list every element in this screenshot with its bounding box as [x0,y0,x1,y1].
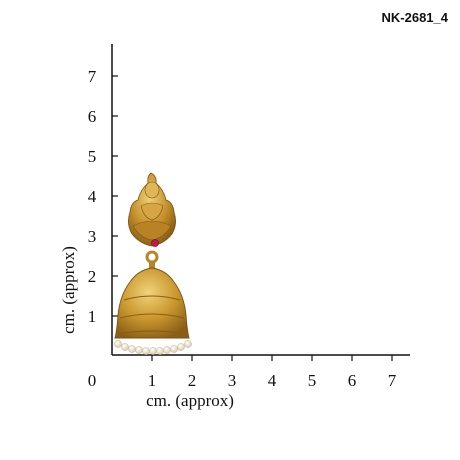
y-tick-label-1: 1 [88,307,97,326]
y-tick-label-6: 6 [88,107,97,126]
x-tick-label-4: 4 [268,371,277,390]
origin-label: 0 [88,371,97,390]
y-tick-label-4: 4 [88,187,97,206]
earring-bell [114,267,190,339]
x-tick-labels: 0 1 2 3 4 5 6 7 [88,371,397,390]
y-ticks [112,75,118,317]
ruby-stone [151,239,159,247]
earring-top-stud [128,172,176,247]
jhumka-earring-image [114,172,192,355]
y-axis-title: cm. (approx) [59,246,78,334]
x-tick-label-6: 6 [348,371,357,390]
x-tick-label-7: 7 [388,371,397,390]
y-tick-label-5: 5 [88,147,97,166]
x-tick-label-5: 5 [308,371,317,390]
earring-connector-ring [145,250,159,264]
x-tick-label-1: 1 [148,371,157,390]
x-axis-title: cm. (approx) [146,391,234,410]
y-tick-labels: 1 2 3 4 5 6 7 [88,67,97,326]
product-code: NK-2681_4 [381,10,449,25]
x-tick-label-2: 2 [188,371,197,390]
x-ticks [151,355,393,361]
y-tick-label-3: 3 [88,227,97,246]
pearl-fringe [114,340,192,355]
y-tick-label-2: 2 [88,267,97,286]
y-tick-label-7: 7 [88,67,97,86]
x-tick-label-3: 3 [228,371,237,390]
